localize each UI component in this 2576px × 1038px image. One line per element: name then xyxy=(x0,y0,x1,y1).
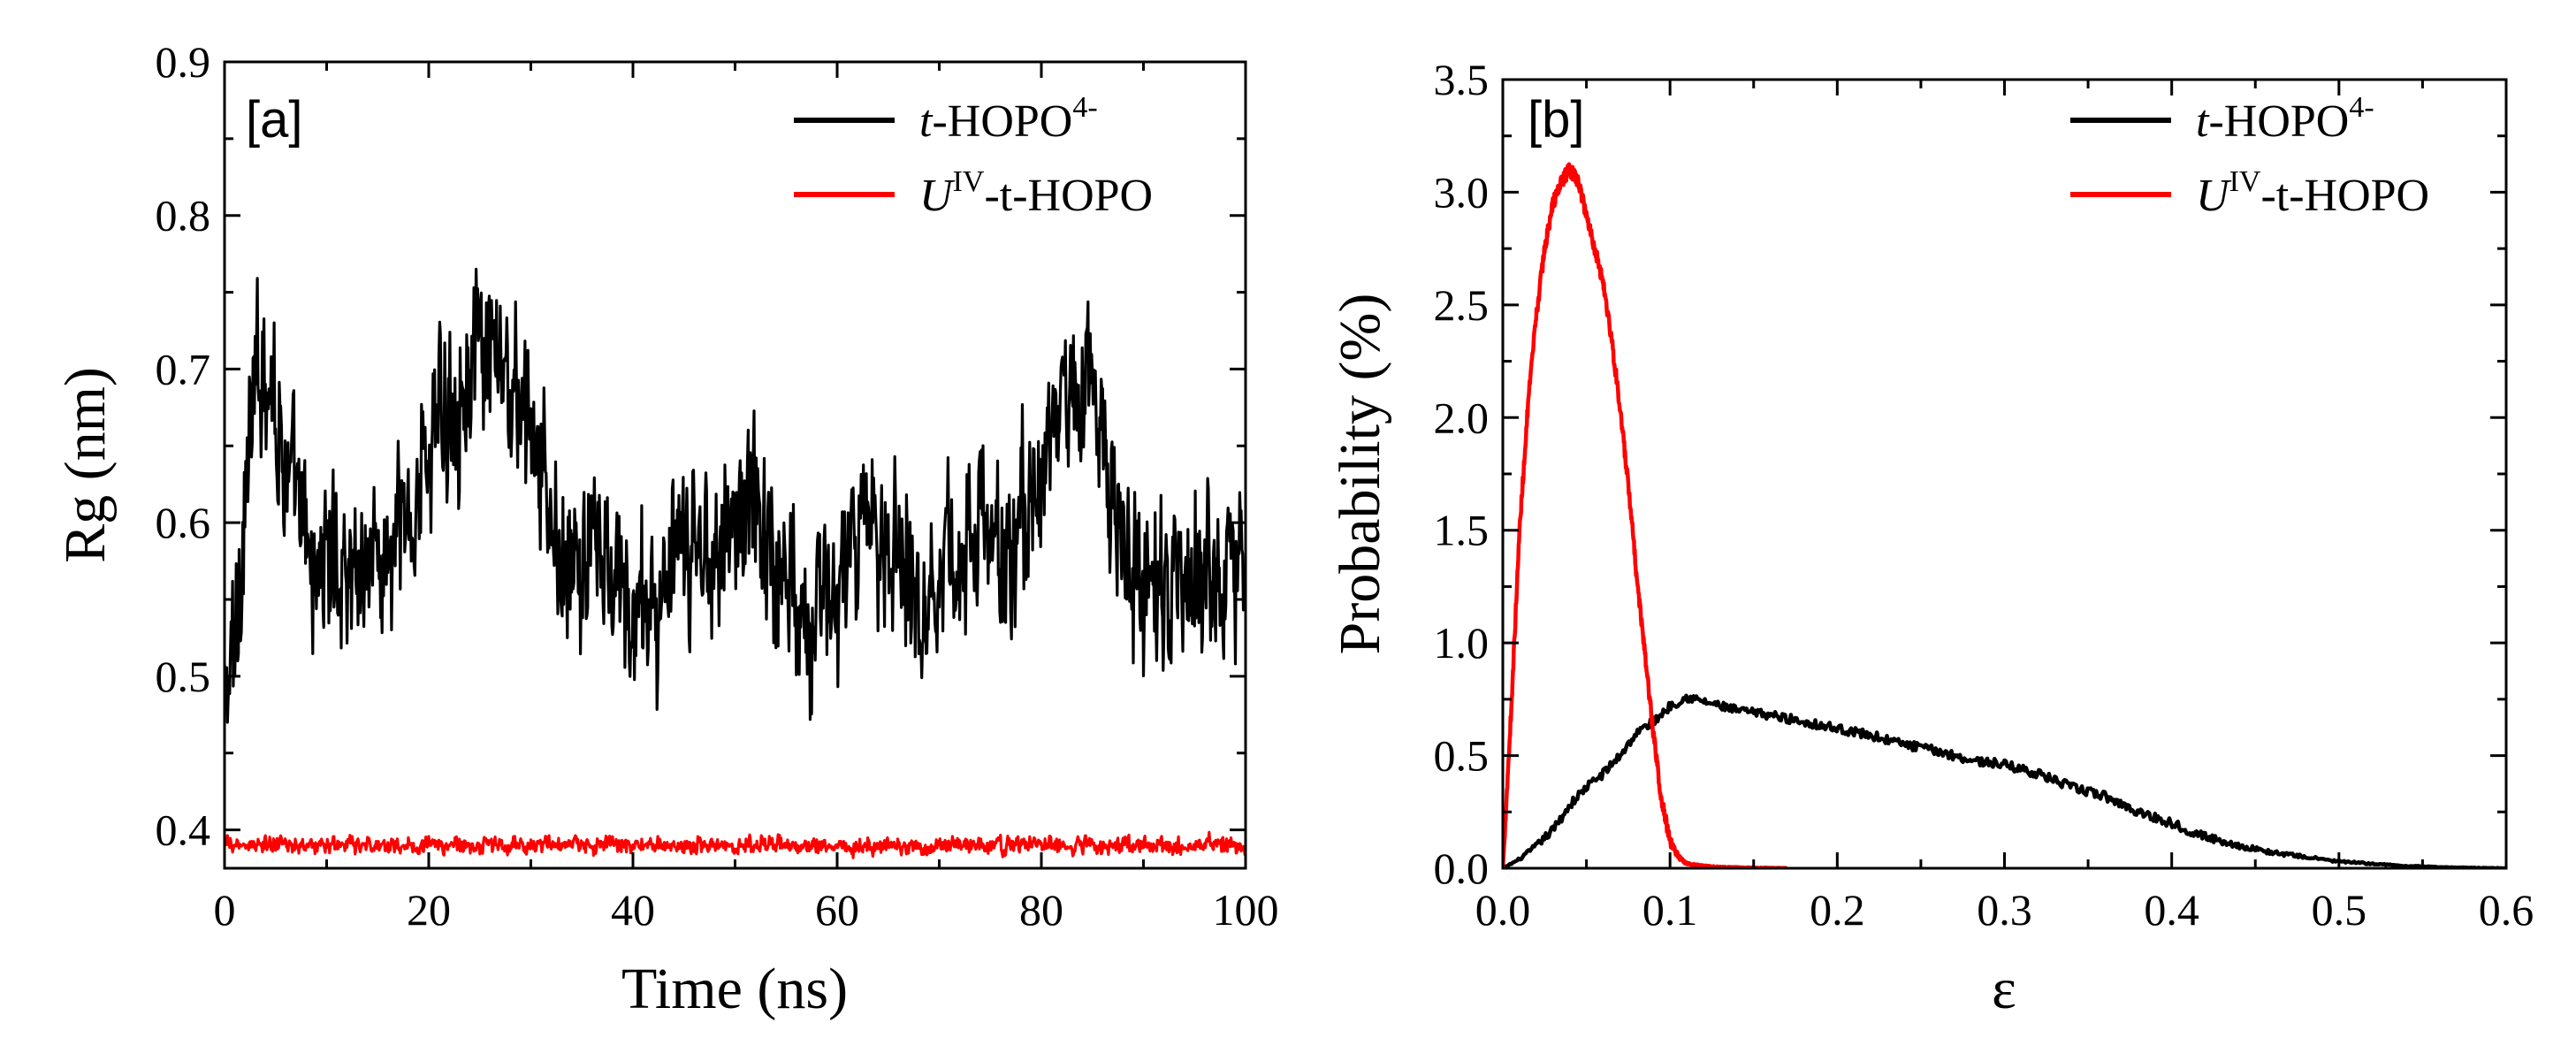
panel-a-label: [a] xyxy=(246,91,303,149)
panel-b-x-tick-label-6: 0.6 xyxy=(2479,885,2534,935)
panel-b-legend-sup-1: IV xyxy=(2229,165,2261,198)
panel-b-y-tick-label-0: 0.0 xyxy=(1434,843,1490,893)
panel-b-series-1-line xyxy=(1503,162,1789,868)
panel-b-label: [b] xyxy=(1528,91,1585,149)
panel-b-series-layer xyxy=(1503,162,2506,868)
panel-b-y-tick-label-3: 1.5 xyxy=(1434,506,1490,555)
panel-b: 0.0 0.1 0.2 0.3 0.4 0.5 0.6 0.0 0.5 1.0 1.5 2.0 2.5 3… xyxy=(1328,55,2534,1021)
panel-a-y-tick-label-3: 0.7 xyxy=(156,344,211,393)
panel-b-x-tick-label-2: 0.2 xyxy=(1810,885,1865,935)
panel-a-x-tick-label-0: 0 xyxy=(214,885,236,935)
panel-a-legend: t-HOPO4- UIV-t-HOPO xyxy=(794,91,1153,221)
panel-a-legend-tail-1: -t-HOPO xyxy=(984,171,1153,221)
panel-a-y-axis-title: Rg (nm) xyxy=(53,367,118,563)
panel-b-legend-tail-1: -t-HOPO xyxy=(2260,171,2429,221)
panel-b-x-tick-label-5: 0.5 xyxy=(2312,885,2367,935)
panel-a-series-layer xyxy=(225,267,1246,859)
panel-a-legend-italic-1: U xyxy=(919,171,956,221)
panel-b-y-tick-label-6: 3.0 xyxy=(1434,167,1490,217)
panel-a-legend-sup-1: IV xyxy=(953,165,985,198)
panel-b-legend: t-HOPO4- UIV-t-HOPO xyxy=(2070,91,2429,221)
panel-b-y-axis-title: Probability (%) xyxy=(1328,294,1392,655)
panel-b-x-axis-title: ε xyxy=(1992,957,2016,1021)
panel-a-x-tick-label-1: 20 xyxy=(407,885,451,935)
panel-a-series-0-line xyxy=(225,267,1246,724)
panel-b-y-tick-label-4: 2.0 xyxy=(1434,393,1490,442)
panel-a-legend-main-0: -HOPO xyxy=(932,96,1072,147)
panel-a-x-tick-label-2: 40 xyxy=(611,885,655,935)
panel-b-x-tick-label-4: 0.4 xyxy=(2144,885,2199,935)
panel-b-x-tick-label-0: 0.0 xyxy=(1475,885,1531,935)
panel-b-y-tick-label-7: 3.5 xyxy=(1434,55,1490,104)
panel-b-legend-sup-0: 4- xyxy=(2349,91,2374,124)
panel-a-legend-label-0: t-HOPO4- xyxy=(919,91,1098,147)
panel-b-legend-italic-1: U xyxy=(2196,171,2232,221)
panel-b-y-tick-label-2: 1.0 xyxy=(1434,618,1490,668)
panel-b-x-tick-label-3: 0.3 xyxy=(1977,885,2032,935)
panel-a-y-tick-label-0: 0.4 xyxy=(156,805,211,855)
panel-b-y-tick-label-5: 2.5 xyxy=(1434,280,1490,330)
panel-a-x-tick-label-4: 80 xyxy=(1019,885,1063,935)
panel-b-x-tick-label-1: 0.1 xyxy=(1642,885,1698,935)
panel-b-legend-label-0: t-HOPO4- xyxy=(2196,91,2374,147)
panel-b-ticks-layer: 0.0 0.1 0.2 0.3 0.4 0.5 0.6 0.0 0.5 1.0 1.5 2.0 2.5 3… xyxy=(1434,55,2534,935)
panel-a-series-1-line xyxy=(225,830,1246,859)
panel-a-x-tick-label-3: 60 xyxy=(815,885,859,935)
panel-a-legend-italic-0: t xyxy=(919,96,934,147)
panel-a-y-tick-label-5: 0.9 xyxy=(156,37,211,87)
panel-a-x-axis-title: Time (ns) xyxy=(621,957,848,1021)
panel-a: 0 20 40 60 80 100 0.4 0.5 0.6 0.7 0.8 0.9 [a] Time … xyxy=(53,37,1279,1021)
panel-a-y-tick-label-1: 0.5 xyxy=(156,652,211,701)
panel-a-ticks-layer: 0 20 40 60 80 100 0.4 0.5 0.6 0.7 0.8 0.9 xyxy=(156,37,1279,935)
panel-a-legend-label-1: UIV-t-HOPO xyxy=(919,165,1153,221)
panel-a-x-tick-label-5: 100 xyxy=(1213,885,1279,935)
panel-a-legend-sup-0: 4- xyxy=(1072,91,1097,124)
panel-a-y-tick-label-4: 0.8 xyxy=(156,191,211,240)
panel-b-legend-label-1: UIV-t-HOPO xyxy=(2196,165,2429,221)
panel-b-y-tick-label-1: 0.5 xyxy=(1434,731,1490,781)
panel-b-legend-italic-0: t xyxy=(2196,96,2210,147)
panel-a-y-tick-label-2: 0.6 xyxy=(156,498,211,547)
panel-b-legend-main-0: -HOPO xyxy=(2208,96,2349,147)
